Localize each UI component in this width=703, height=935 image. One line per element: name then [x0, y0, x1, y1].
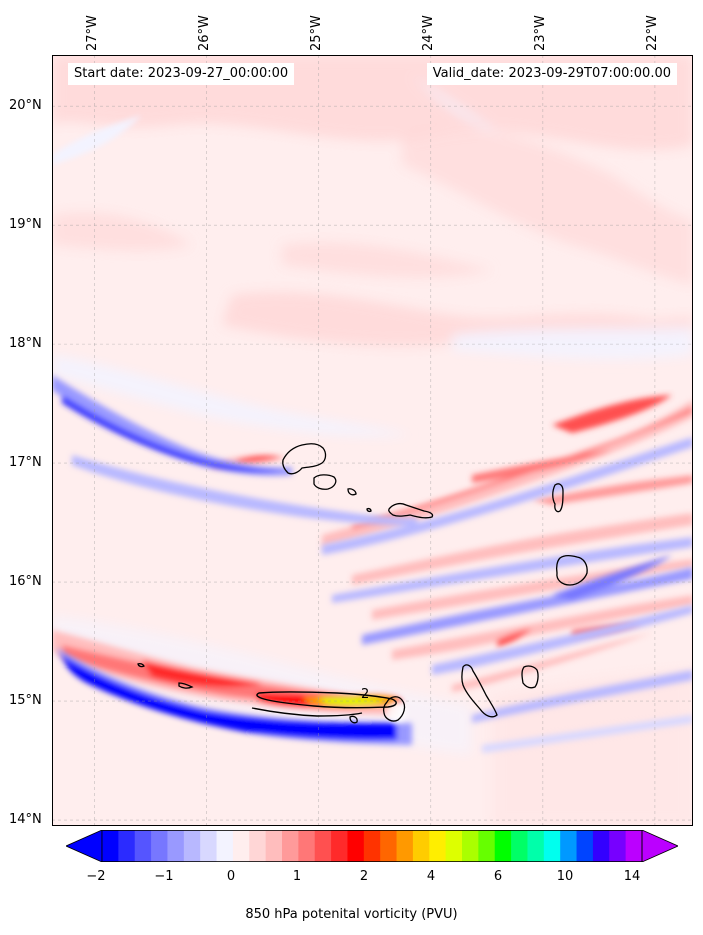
contour-label: 2 — [361, 687, 369, 702]
colorbar-segment — [347, 830, 365, 862]
colorbar-segment — [265, 830, 283, 862]
start-date-label: Start date: 2023-09-27_00:00:00 — [68, 63, 295, 85]
colorbar-segment — [412, 830, 430, 862]
pv-map: 2 — [52, 55, 693, 826]
colorbar-tick-label: 10 — [556, 869, 574, 884]
island-fogo — [382, 696, 406, 722]
pv-blue-streaks — [52, 115, 693, 753]
colorbar-segment — [494, 830, 512, 862]
longitude-tick-label: 27°W — [84, 15, 100, 51]
longitude-tick-label: 24°W — [420, 15, 436, 51]
colorbar-segment — [151, 830, 168, 862]
longitude-tick-label: 25°W — [308, 15, 324, 51]
map-gridlines — [52, 55, 693, 826]
colorbar-segment — [625, 830, 643, 862]
colorbar-segment — [282, 830, 299, 862]
colorbar-segment — [511, 830, 528, 862]
pv-contour-2 — [251, 691, 397, 717]
colorbar-segment — [102, 830, 119, 862]
colorbar-segment — [314, 830, 332, 862]
colorbar-segment — [167, 830, 185, 862]
island-small-west — [137, 662, 145, 668]
colorbar-segment — [478, 830, 496, 862]
colorbar — [65, 829, 679, 863]
colorbar-extend-low — [65, 829, 103, 863]
colorbar-tick-label: 2 — [359, 869, 369, 884]
colorbar-tick-label: 1 — [292, 869, 302, 884]
island-santo-antao — [282, 443, 327, 475]
island-maio — [521, 665, 539, 689]
island-sao-vicente — [313, 474, 337, 490]
colorbar-segment — [200, 830, 218, 862]
colorbar-tick-label: −2 — [86, 869, 106, 884]
longitude-tick-label: 22°W — [644, 15, 660, 51]
colorbar-title: 850 hPa potenital vorticity (PVU) — [245, 907, 458, 922]
colorbar-segment — [445, 830, 463, 862]
island-boa-vista — [555, 554, 588, 586]
colorbar-segment — [462, 830, 479, 862]
map-canvas: 2 — [52, 55, 693, 826]
colorbar-tick-label: 6 — [493, 869, 503, 884]
island-small-west-2 — [178, 682, 194, 689]
colorbar-canvas — [65, 829, 679, 863]
colorbar-segment — [380, 830, 398, 862]
colorbar-segment — [232, 830, 250, 862]
colorbar-tick-label: −1 — [154, 869, 174, 884]
pv-southern-feature — [52, 630, 412, 745]
island-santa-luzia — [347, 488, 357, 496]
colorbar-segment — [249, 830, 267, 862]
latitude-tick-label: 14°N — [9, 812, 42, 828]
colorbar-segment — [429, 830, 447, 862]
colorbar-segment — [216, 830, 234, 862]
colorbar-tick-label: 0 — [226, 869, 236, 884]
colorbar-border — [101, 830, 643, 862]
latitude-tick-label: 20°N — [9, 98, 42, 114]
colorbar-tick-label: 14 — [623, 869, 641, 884]
island-tiny — [366, 507, 372, 513]
colorbar-segment — [118, 830, 136, 862]
colorbar-segment — [331, 830, 348, 862]
valid-date-label: Valid_date: 2023-09-29T07:00:00.00 — [426, 63, 677, 85]
latitude-tick-label: 18°N — [9, 336, 42, 352]
colorbar-segment — [363, 830, 381, 862]
colorbar-extend-high — [641, 829, 679, 863]
colorbar-segment — [134, 830, 152, 862]
colorbar-tick-label: 4 — [426, 869, 436, 884]
longitude-tick-label: 26°W — [196, 15, 212, 51]
colorbar-segment — [527, 830, 545, 862]
latitude-tick-label: 19°N — [9, 217, 42, 233]
island-sal — [552, 483, 564, 513]
latitude-tick-label: 16°N — [9, 574, 42, 590]
colorbar-segment — [396, 830, 414, 862]
longitude-tick-label: 23°W — [532, 15, 548, 51]
colorbar-segment — [183, 830, 201, 862]
colorbar-segment — [609, 830, 627, 862]
colorbar-segment — [298, 830, 316, 862]
colorbar-segment — [592, 830, 610, 862]
map-frame — [52, 55, 693, 826]
latitude-tick-label: 17°N — [9, 455, 42, 471]
island-sao-nicolau — [388, 502, 434, 519]
colorbar-segment — [576, 830, 594, 862]
cape-verde-islands — [137, 443, 588, 724]
colorbar-segment — [560, 830, 578, 862]
colorbar-segment — [543, 830, 561, 862]
island-santiago — [461, 664, 498, 718]
island-brava — [349, 715, 358, 724]
latitude-tick-label: 15°N — [9, 693, 42, 709]
